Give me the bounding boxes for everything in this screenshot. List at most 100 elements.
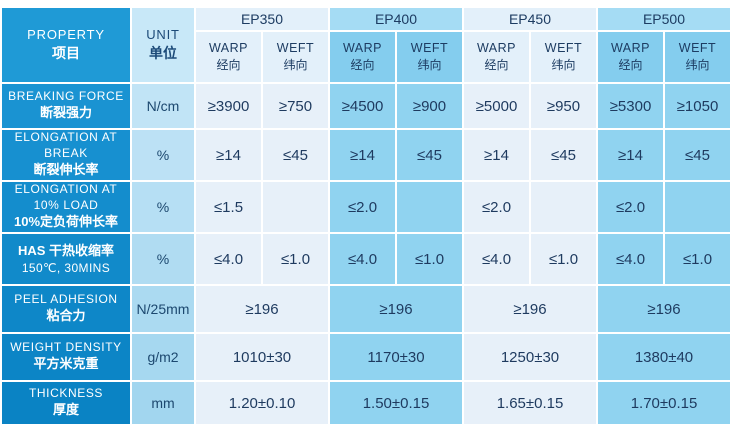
value-cell: ≥196 (464, 286, 596, 333)
table-row-weight-density: WEIGHT DENSITY 平方米克重 g/m2 1010±30 1170±3… (2, 334, 730, 381)
value-cell: ≤1.5 (196, 182, 261, 233)
value-cell: ≤1.0 (397, 234, 462, 285)
table-row-thickness: THICKNESS 厚度 mm 1.20±0.10 1.50±0.15 1.65… (2, 382, 730, 425)
group-header-ep450: EP450 (464, 8, 596, 30)
weft-subheader: WEFT 纬向 (531, 32, 596, 82)
weft-label-en: WEFT (410, 40, 449, 55)
property-header-zh: 项目 (52, 45, 80, 62)
value-cell: ≥14 (464, 130, 529, 181)
weft-label-zh: 纬向 (283, 58, 308, 73)
row-label-en: PEEL ADHESION (14, 291, 118, 306)
weft-label-en: WEFT (276, 40, 315, 55)
unit-cell: % (132, 234, 194, 285)
value-cell: ≥5300 (598, 84, 663, 128)
table-row-elongation-at-break: ELONGATION AT BREAK 断裂伸长率 % ≥14 ≤45 ≥14 … (2, 130, 730, 181)
row-label: ELONGATION AT 10% LOAD 10%定负荷伸长率 (2, 182, 130, 233)
unit-header-zh: 单位 (149, 45, 177, 62)
warp-label-en: WARP (610, 40, 651, 55)
value-cell: ≥196 (330, 286, 462, 333)
unit-cell: % (132, 130, 194, 181)
row-label: ELONGATION AT BREAK 断裂伸长率 (2, 130, 130, 181)
property-header-en: PROPERTY (27, 26, 105, 42)
warp-subheader: WARP 经向 (330, 32, 395, 82)
property-header-cell: PROPERTY 项目 (2, 8, 130, 82)
value-cell: 1.20±0.10 (196, 382, 328, 425)
row-label-en: ELONGATION AT 10% LOAD (14, 182, 118, 212)
row-label: HAS 干热收缩率 150℃, 30MINS (2, 234, 130, 285)
unit-cell: N/cm (132, 84, 194, 128)
weft-subheader: WEFT 纬向 (397, 32, 462, 82)
value-cell: 1.70±0.15 (598, 382, 730, 425)
unit-cell: % (132, 182, 194, 233)
value-cell: 1010±30 (196, 334, 328, 381)
unit-cell: g/m2 (132, 334, 194, 381)
row-label-sub: 150℃, 30MINS (21, 261, 111, 276)
value-cell: ≤2.0 (330, 182, 395, 233)
value-cell: ≥196 (196, 286, 328, 333)
spec-table: PROPERTY 项目 UNIT 单位 EP350 EP400 EP450 EP… (0, 6, 732, 426)
value-cell: 1380±40 (598, 334, 730, 381)
weft-label-en: WEFT (678, 40, 717, 55)
value-cell: ≤45 (397, 130, 462, 181)
value-cell: ≥900 (397, 84, 462, 128)
unit-cell: N/25mm (132, 286, 194, 333)
value-cell: ≤45 (665, 130, 730, 181)
warp-subheader: WARP 经向 (196, 32, 261, 82)
value-cell: ≥14 (330, 130, 395, 181)
warp-subheader: WARP 经向 (598, 32, 663, 82)
warp-label-zh: 经向 (484, 58, 509, 73)
value-cell: ≤2.0 (464, 182, 529, 233)
row-label-en: BREAKING FORCE (8, 88, 124, 103)
value-cell: ≥950 (531, 84, 596, 128)
value-cell: ≤4.0 (598, 234, 663, 285)
value-cell: ≥5000 (464, 84, 529, 128)
value-cell: ≥14 (196, 130, 261, 181)
warp-weft-header-row: WARP 经向 WEFT 纬向 WARP 经向 WEFT 纬向 WARP 经向 … (2, 32, 730, 82)
weft-label-zh: 纬向 (417, 58, 442, 73)
row-label-en: ELONGATION AT BREAK (14, 130, 118, 160)
row-label-zh: 断裂伸长率 (33, 162, 99, 178)
unit-header-cell: UNIT 单位 (132, 8, 194, 82)
weft-label-zh: 纬向 (685, 58, 710, 73)
value-cell: ≤4.0 (464, 234, 529, 285)
row-label-zh: 厚度 (52, 402, 79, 418)
row-label-zh: HAS 干热收缩率 (17, 242, 115, 258)
value-cell: 1.50±0.15 (330, 382, 462, 425)
row-label: WEIGHT DENSITY 平方米克重 (2, 334, 130, 381)
value-cell: ≤1.0 (263, 234, 328, 285)
warp-label-en: WARP (342, 40, 383, 55)
value-cell: ≥1050 (665, 84, 730, 128)
value-cell: 1.65±0.15 (464, 382, 596, 425)
warp-label-en: WARP (208, 40, 249, 55)
value-cell: ≤2.0 (598, 182, 663, 233)
value-cell: ≥750 (263, 84, 328, 128)
value-cell: ≤1.0 (665, 234, 730, 285)
value-cell: ≥196 (598, 286, 730, 333)
value-cell (531, 182, 596, 233)
value-cell: ≥4500 (330, 84, 395, 128)
value-cell (397, 182, 462, 233)
row-label: PEEL ADHESION 粘合力 (2, 286, 130, 333)
value-cell: ≥3900 (196, 84, 261, 128)
row-label-zh: 平方米克重 (33, 356, 99, 372)
value-cell (263, 182, 328, 233)
group-header-ep500: EP500 (598, 8, 730, 30)
value-cell: 1170±30 (330, 334, 462, 381)
weft-label-en: WEFT (544, 40, 583, 55)
value-cell: ≤4.0 (196, 234, 261, 285)
row-label-zh: 10%定负荷伸长率 (13, 214, 119, 230)
value-cell: ≤45 (263, 130, 328, 181)
row-label-zh: 断裂强力 (39, 105, 92, 121)
value-cell (665, 182, 730, 233)
table-row-elongation-10-load: ELONGATION AT 10% LOAD 10%定负荷伸长率 % ≤1.5 … (2, 182, 730, 233)
weft-subheader: WEFT 纬向 (263, 32, 328, 82)
weft-label-zh: 纬向 (551, 58, 576, 73)
group-header-ep350: EP350 (196, 8, 328, 30)
group-header-row: PROPERTY 项目 UNIT 单位 EP350 EP400 EP450 EP… (2, 8, 730, 82)
table-row-breaking-force: BREAKING FORCE 断裂强力 N/cm ≥3900 ≥750 ≥450… (2, 84, 730, 128)
table-row-peel-adhesion: PEEL ADHESION 粘合力 N/25mm ≥196 ≥196 ≥196 … (2, 286, 730, 333)
unit-cell: mm (132, 382, 194, 425)
row-label-en: WEIGHT DENSITY (10, 339, 122, 354)
warp-label-zh: 经向 (216, 58, 241, 73)
warp-label-zh: 经向 (350, 58, 375, 73)
